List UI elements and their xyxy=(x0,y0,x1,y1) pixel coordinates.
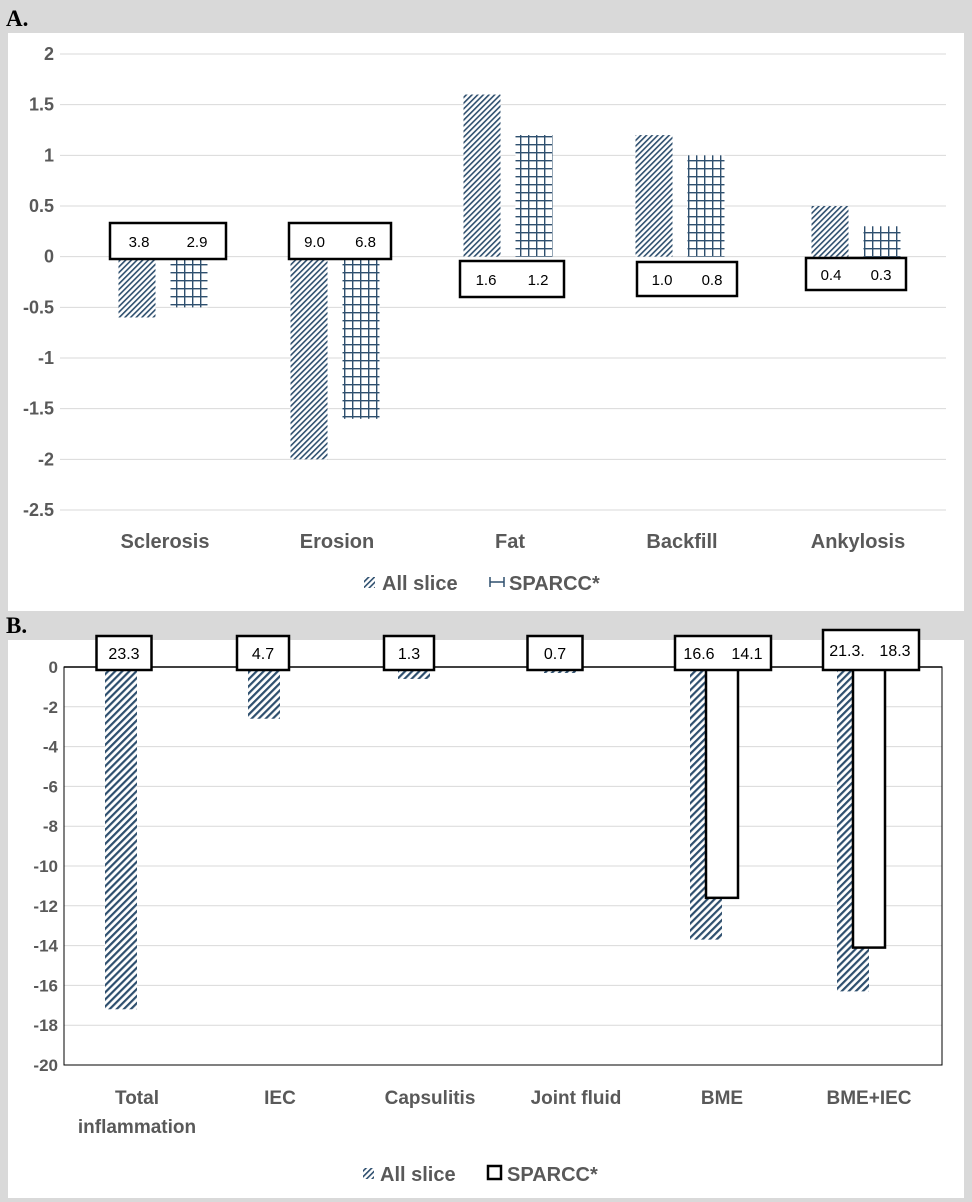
legend-label: All slice xyxy=(382,573,458,595)
category-label: Total xyxy=(115,1088,159,1109)
bar-all-slice-capsulitis xyxy=(398,667,430,679)
panel-label-a: A. xyxy=(6,6,29,31)
annotation-box xyxy=(458,259,566,299)
chart-panel-b xyxy=(8,640,964,1198)
annotation-box xyxy=(673,634,773,672)
y-tick-label: -8 xyxy=(43,817,58,836)
annotation-box xyxy=(235,634,291,672)
y-tick-label: 1.5 xyxy=(29,95,54,115)
category-label: BME xyxy=(701,1088,743,1109)
annotation-box xyxy=(804,256,908,292)
category-label: Erosion xyxy=(300,531,374,553)
annotation-value: 14.1 xyxy=(731,646,762,663)
annotation-value: 18.3 xyxy=(879,643,910,660)
bar-sparcc-bme-iec xyxy=(851,665,887,949)
annotation-box xyxy=(821,628,921,672)
annotation-value: 3.8 xyxy=(129,234,150,251)
bar-all-slice-fat xyxy=(463,94,501,257)
legend-swatch-all-slice xyxy=(364,577,375,588)
legend-label: All slice xyxy=(380,1164,456,1186)
annotation-value: 6.8 xyxy=(355,234,376,251)
y-tick-label: -16 xyxy=(33,976,58,995)
y-tick-label: -14 xyxy=(33,937,58,956)
category-label: inflammation xyxy=(78,1117,196,1138)
category-label: IEC xyxy=(264,1088,296,1109)
annotation-box xyxy=(635,260,739,298)
bar-all-slice-iec xyxy=(248,667,280,719)
bar-sparcc-erosion xyxy=(342,256,380,419)
y-tick-label: 0 xyxy=(44,247,54,267)
y-tick-label: 2 xyxy=(44,44,54,64)
y-tick-label: -1.5 xyxy=(23,399,54,419)
bar-all-slice-ankylosis xyxy=(811,206,849,257)
annotation-value: 1.6 xyxy=(476,272,497,289)
category-label: Ankylosis xyxy=(811,531,905,553)
annotation-value: 16.6 xyxy=(683,646,714,663)
annotation-value: 21.3. xyxy=(829,643,865,660)
annotation-value: 9.0 xyxy=(304,234,325,251)
annotation-value: 0.8 xyxy=(702,272,723,289)
annotation-value: 0.3 xyxy=(871,267,892,284)
y-tick-label: -2 xyxy=(43,698,58,717)
annotation-value: 0.4 xyxy=(821,267,842,284)
annotation-box xyxy=(382,634,436,672)
y-tick-label: -18 xyxy=(33,1016,58,1035)
annotation-box xyxy=(526,634,584,672)
annotation-value: 1.0 xyxy=(652,272,673,289)
bar-all-slice-erosion xyxy=(290,256,328,460)
bar-sparcc-bme xyxy=(704,665,740,900)
annotation-value: 2.9 xyxy=(187,234,208,251)
y-tick-label: -0.5 xyxy=(23,297,54,317)
y-tick-label: -20 xyxy=(33,1056,58,1075)
bar-all-slice-backfill xyxy=(635,135,673,257)
bar-sparcc-sclerosis xyxy=(170,256,208,308)
category-label: Backfill xyxy=(646,531,717,553)
legend-label: SPARCC* xyxy=(509,573,600,595)
y-tick-label: -12 xyxy=(33,897,58,916)
category-label: BME+IEC xyxy=(827,1088,912,1109)
bar-sparcc-backfill xyxy=(687,155,725,257)
y-tick-label: -4 xyxy=(43,738,59,757)
annotation-box xyxy=(95,634,153,672)
category-label: Sclerosis xyxy=(121,531,210,553)
bar-all-slice-sclerosis xyxy=(118,256,156,318)
y-tick-label: 1 xyxy=(44,145,54,165)
bar-all-slice-total-inflammation xyxy=(105,667,137,1010)
annotation-value: 1.2 xyxy=(528,272,549,289)
annotation-value: 0.7 xyxy=(544,646,566,663)
annotation-value: 1.3 xyxy=(398,646,420,663)
y-tick-label: -1 xyxy=(38,348,54,368)
category-label: Capsulitis xyxy=(385,1088,476,1109)
y-tick-label: -6 xyxy=(43,777,58,796)
y-tick-label: -2 xyxy=(38,449,54,469)
annotation-value: 4.7 xyxy=(252,646,274,663)
category-label: Joint fluid xyxy=(531,1088,622,1109)
annotation-box xyxy=(287,221,393,261)
panel-label-b: B. xyxy=(6,613,28,638)
y-tick-label: -10 xyxy=(33,857,58,876)
bar-sparcc-fat xyxy=(515,135,553,257)
y-tick-label: 0.5 xyxy=(29,196,54,216)
legend-swatch-sparcc xyxy=(486,1164,503,1181)
annotation-box xyxy=(108,221,228,261)
y-tick-label: -2.5 xyxy=(23,500,54,520)
legend-label: SPARCC* xyxy=(507,1164,598,1186)
bar-sparcc-ankylosis xyxy=(863,226,901,257)
category-label: Fat xyxy=(495,531,525,553)
annotation-value: 23.3 xyxy=(108,646,139,663)
legend-swatch-all-slice xyxy=(363,1168,374,1179)
y-tick-label: 0 xyxy=(49,658,58,677)
